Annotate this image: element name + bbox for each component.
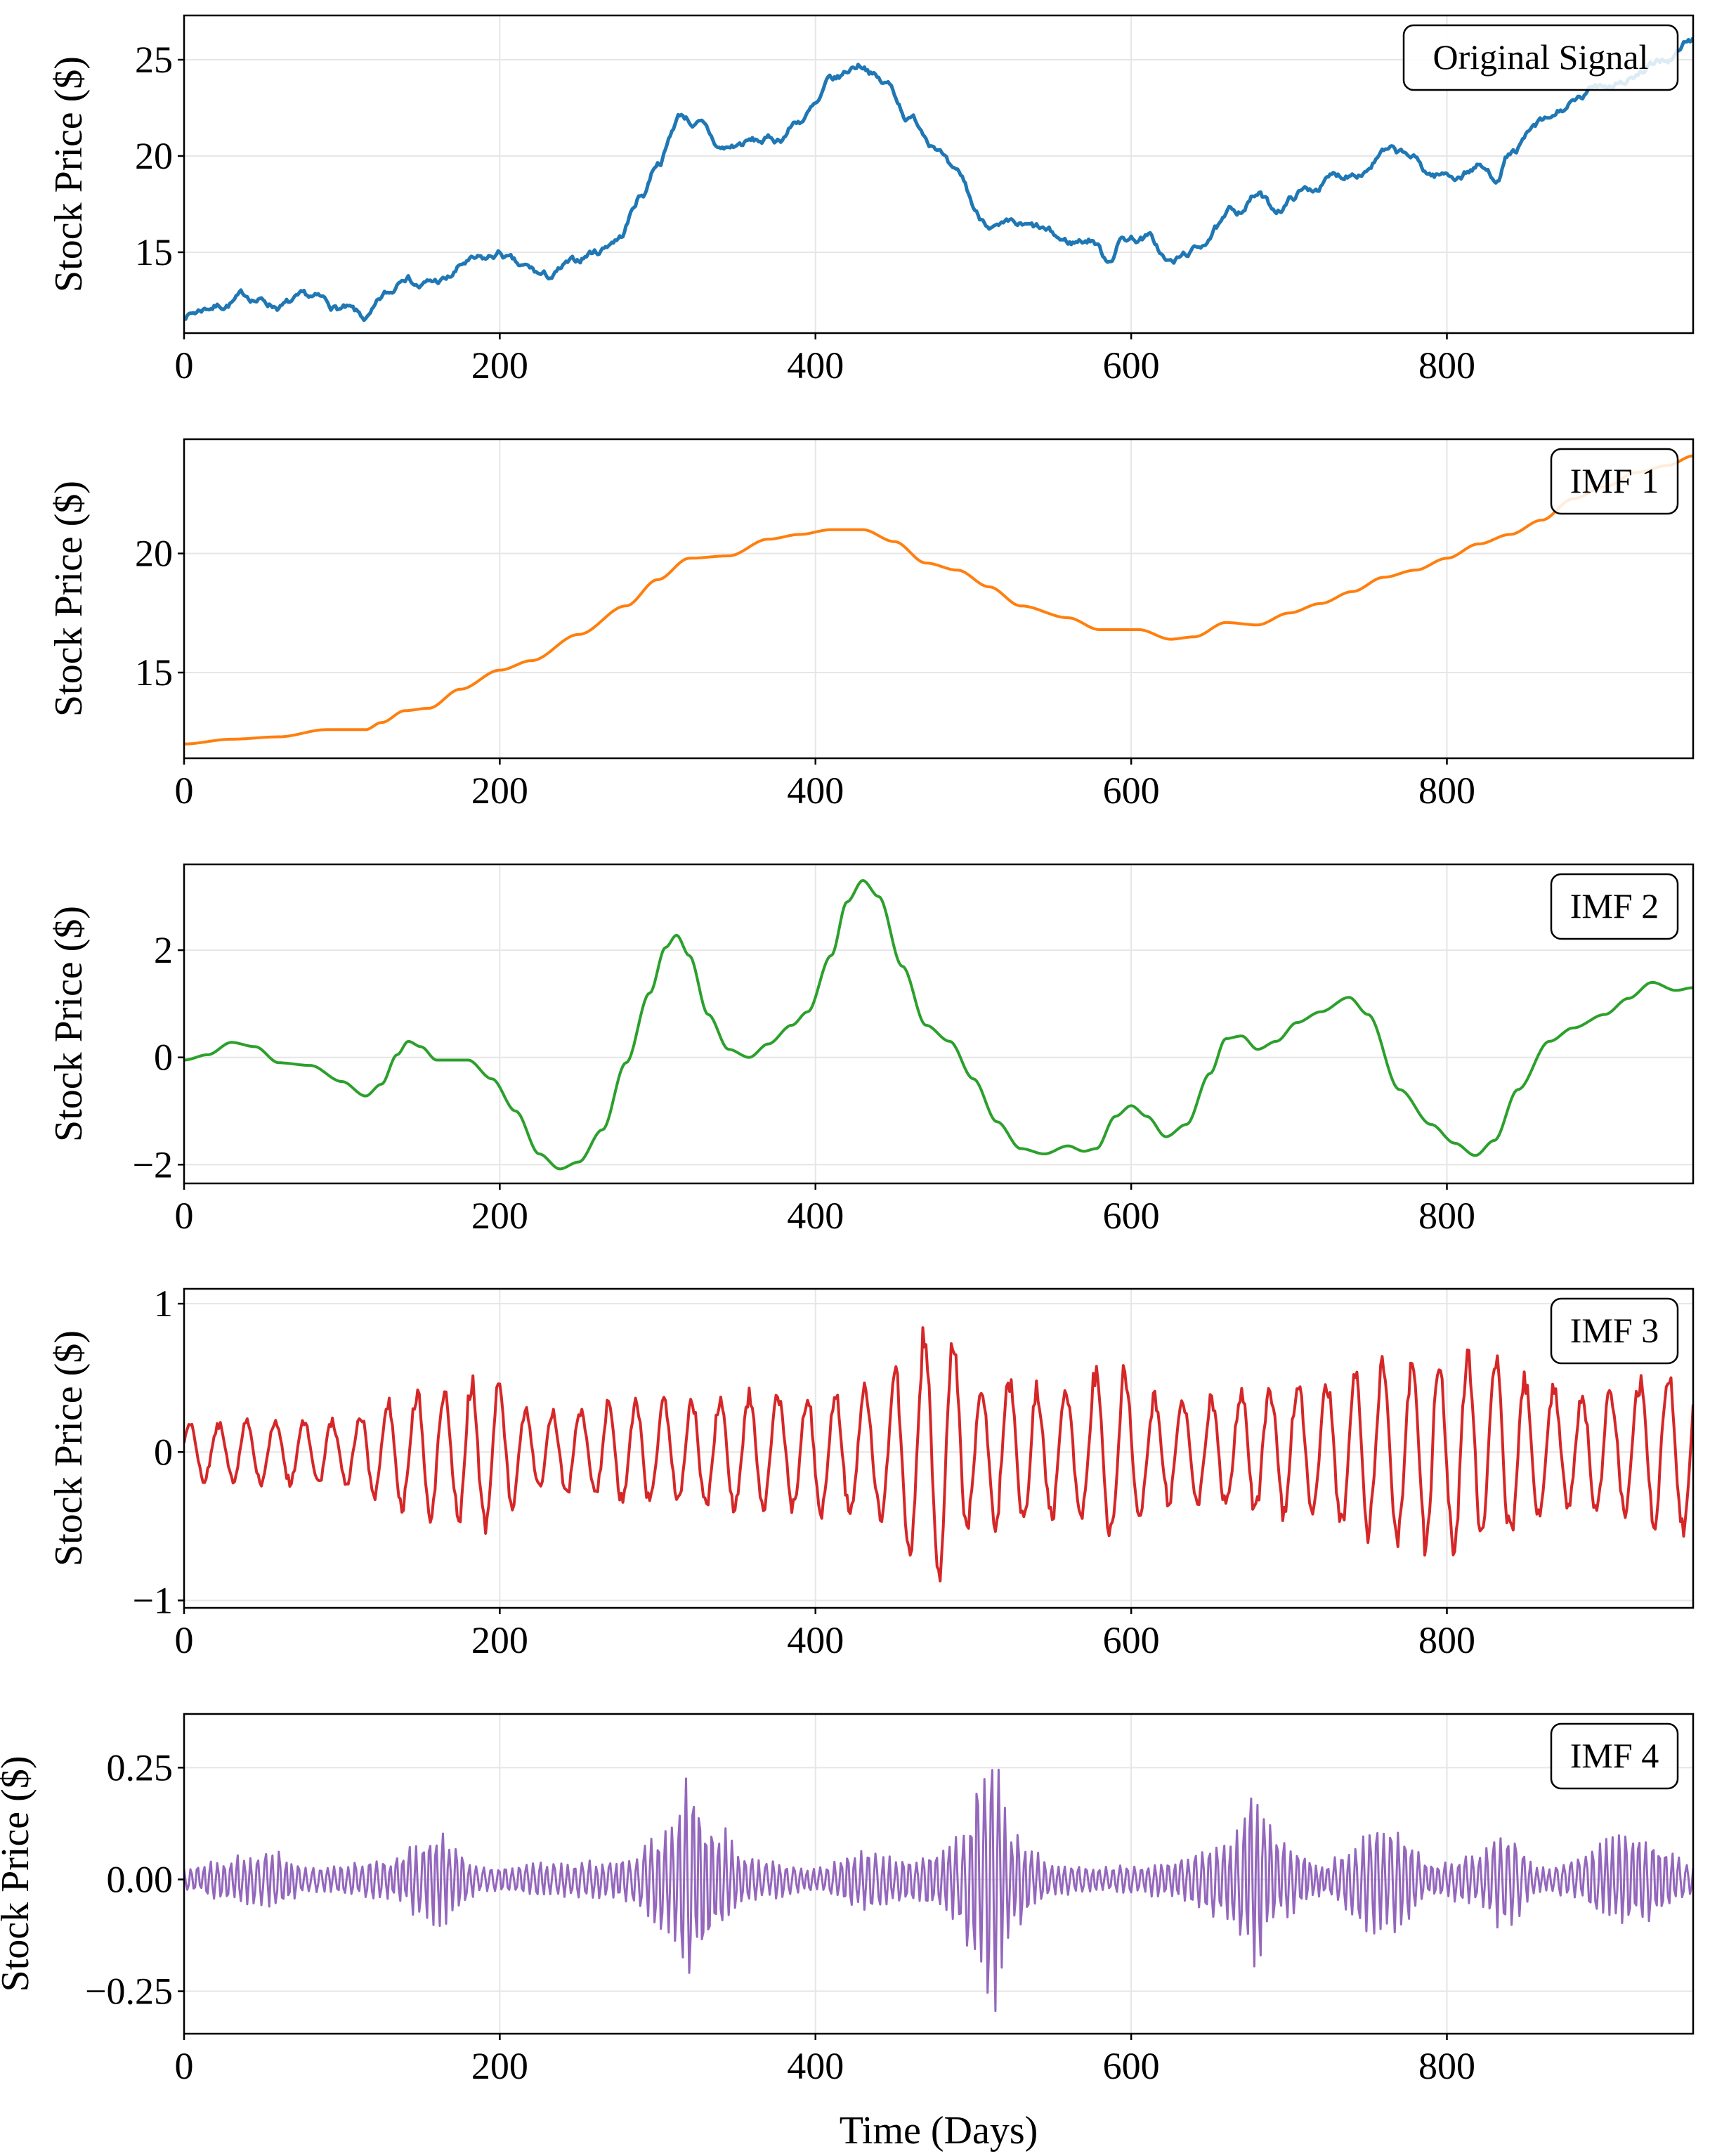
y-tick-label: 0.00 [107,1858,174,1900]
y-tick-label: 15 [135,231,173,273]
plot-frame [183,438,1695,760]
x-tick-label: 800 [1418,1619,1475,1661]
y-tick-label: 20 [135,135,173,177]
series-line-2 [184,454,1693,746]
legend-box [1550,1297,1679,1365]
x-tick-label: 400 [787,344,844,387]
legend-label: IMF 3 [1570,1311,1659,1350]
panel-1: 0 200 400 600 800 15 20 25 Stock Price ($) Origin… [47,14,1695,387]
y-tick-label: 0.25 [107,1746,174,1788]
panel-2: 0 200 400 600 800 15 20 Stock Price ($) IMF 1 [47,438,1695,812]
y-axis-label: Stock Price ($) [47,56,91,292]
y-axis-label: Stock Price ($) [0,1756,37,1992]
x-tick-label: 0 [175,1195,194,1237]
x-tick-label: 400 [787,1619,844,1661]
x-tick-label: 0 [175,344,194,387]
legend-label: IMF 2 [1570,886,1659,926]
y-axis-label: Stock Price ($) [47,906,91,1142]
x-tick-label: 200 [471,344,528,387]
y-tick-label: −0.25 [85,1970,173,2013]
series-line-3 [184,878,1693,1171]
y-tick-label: −1 [133,1579,173,1621]
plot-frame [183,14,1695,335]
legend-label: Original Signal [1433,37,1649,77]
x-tick-label: 400 [787,769,844,812]
y-tick-label: 15 [135,651,173,694]
x-tick-label: 200 [471,1619,528,1661]
x-tick-label: 600 [1103,1619,1160,1661]
plot-frame [183,863,1695,1185]
plot-frame [183,1287,1695,1609]
plot-frame [183,1713,1695,2035]
x-tick-label: 200 [471,1195,528,1237]
legend-box [1550,448,1679,515]
legend-label: IMF 4 [1570,1736,1659,1775]
legend-box [1550,873,1679,940]
y-tick-label: 1 [154,1282,173,1325]
legend-box [1550,1722,1679,1790]
x-tick-label: 0 [175,2045,194,2087]
x-tick-label: 600 [1103,344,1160,387]
x-tick-label: 600 [1103,2045,1160,2087]
x-tick-label: 600 [1103,1195,1160,1237]
legend-label: IMF 1 [1570,461,1659,500]
series-line-4 [184,1326,1693,1583]
series-line-1 [184,37,1693,323]
series-line-5 [184,1768,1693,2013]
y-tick-label: −2 [133,1143,173,1186]
x-tick-label: 800 [1418,1195,1475,1237]
x-tick-label: 800 [1418,769,1475,812]
x-tick-label: 0 [175,769,194,812]
panel-5: 0 200 400 600 800 −0.25 0.00 0.25 Stock Price ($… [0,1713,1695,2087]
x-tick-label: 200 [471,2045,528,2087]
x-tick-label: 400 [787,1195,844,1237]
x-tick-label: 200 [471,769,528,812]
y-tick-label: 0 [154,1431,173,1473]
x-tick-label: 800 [1418,2045,1475,2087]
legend-box [1402,24,1679,91]
y-tick-label: 2 [154,929,173,971]
x-tick-label: 800 [1418,344,1475,387]
y-tick-label: 0 [154,1037,173,1079]
y-tick-label: 20 [135,533,173,575]
x-tick-label: 600 [1103,769,1160,812]
y-axis-label: Stock Price ($) [47,481,91,717]
x-axis-label: Time (Days) [840,2109,1038,2152]
y-tick-label: 25 [135,39,173,81]
x-tick-label: 400 [787,2045,844,2087]
x-tick-label: 0 [175,1619,194,1661]
y-axis-label: Stock Price ($) [47,1330,91,1566]
